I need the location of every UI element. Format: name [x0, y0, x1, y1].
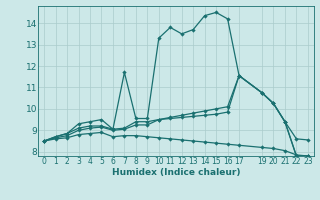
X-axis label: Humidex (Indice chaleur): Humidex (Indice chaleur) — [112, 168, 240, 177]
